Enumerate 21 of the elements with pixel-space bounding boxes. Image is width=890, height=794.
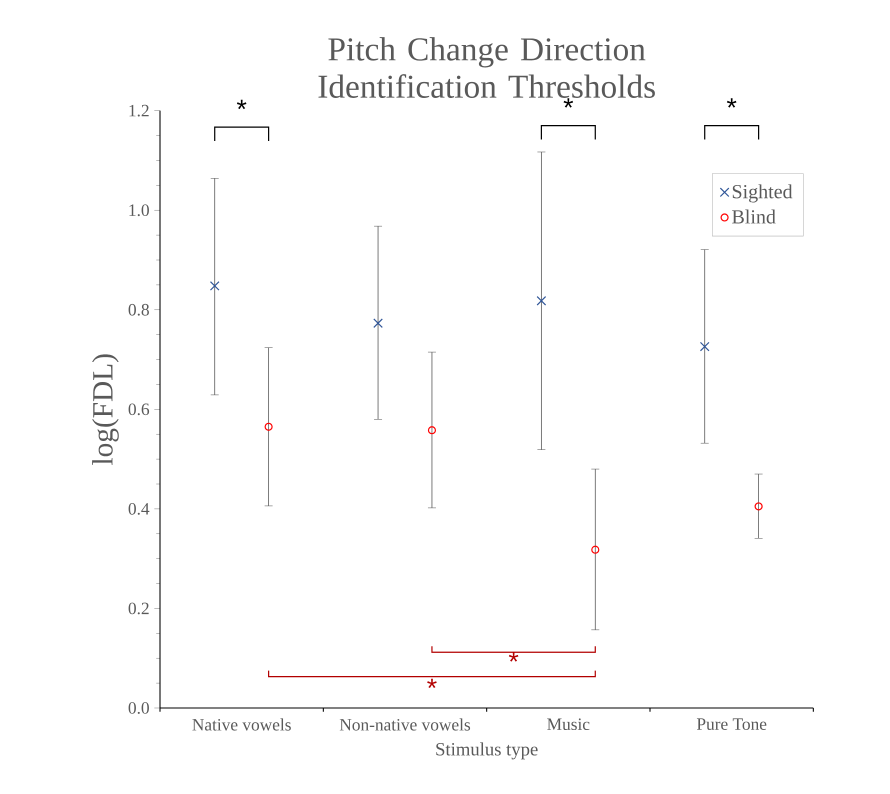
x-tick-label: Pure Tone <box>696 718 766 730</box>
legend-label: Sighted <box>732 184 792 203</box>
legend-label: Blind <box>732 210 776 224</box>
y-tick-label: 1.0 <box>129 204 149 216</box>
y-tick-label: 0.2 <box>128 602 149 614</box>
y-tick-label: 0.6 <box>128 403 150 416</box>
y-tick-label: 0.0 <box>128 702 149 714</box>
x-axis-title: Stimulus type <box>436 742 538 760</box>
x-tick-label: Native vowels <box>192 718 291 731</box>
x-tick-label: Music <box>547 718 590 730</box>
annotation: * <box>427 678 437 688</box>
text: * <box>726 98 736 108</box>
text: * <box>564 98 574 108</box>
y-tick-label: 0.8 <box>128 304 149 316</box>
annotation: * <box>508 652 518 662</box>
y-axis-title: log(FDL) <box>92 354 119 465</box>
x-tick-label: Non-native vowels <box>340 718 470 731</box>
y-tick-label: 0.4 <box>128 503 150 515</box>
chart-title: Pitch Change Direction Identification Thresholds <box>318 37 655 98</box>
text: * <box>236 100 246 110</box>
y-tick-label: 1.2 <box>129 104 149 117</box>
